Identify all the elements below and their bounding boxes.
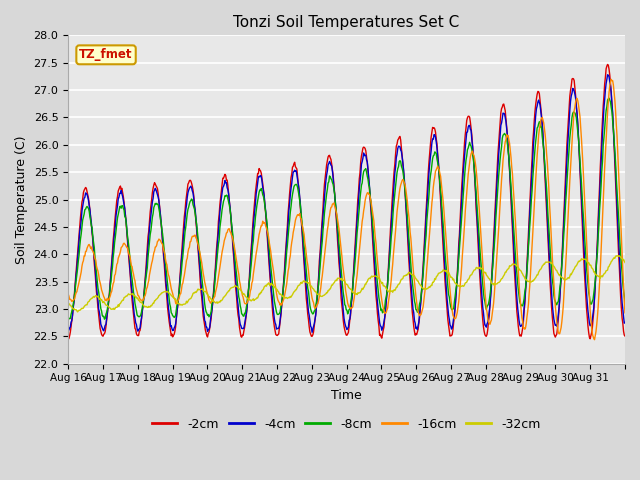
-16cm — [404, 205, 412, 211]
-8cm — [282, 268, 289, 274]
-8cm — [605, 95, 613, 101]
-32cm — [282, 295, 289, 301]
-2cm — [435, 172, 443, 178]
-8cm — [131, 293, 138, 299]
-4cm — [604, 72, 611, 78]
-16cm — [591, 337, 598, 343]
-2cm — [281, 267, 289, 273]
-4cm — [232, 278, 240, 284]
Text: TZ_fmet: TZ_fmet — [79, 48, 132, 61]
-2cm — [260, 187, 268, 192]
-8cm — [64, 314, 72, 320]
Line: -8cm: -8cm — [68, 98, 625, 319]
-2cm — [130, 311, 138, 317]
-4cm — [436, 179, 444, 185]
-4cm — [130, 304, 138, 310]
-4cm — [621, 320, 629, 325]
Y-axis label: Soil Temperature (C): Soil Temperature (C) — [15, 135, 28, 264]
-8cm — [436, 180, 444, 186]
Title: Tonzi Soil Temperatures Set C: Tonzi Soil Temperatures Set C — [234, 15, 460, 30]
-8cm — [405, 233, 413, 239]
-2cm — [232, 287, 240, 292]
-16cm — [260, 220, 268, 226]
X-axis label: Time: Time — [332, 389, 362, 402]
-32cm — [621, 260, 629, 265]
-16cm — [64, 291, 72, 297]
-32cm — [233, 284, 241, 289]
-16cm — [232, 254, 240, 260]
-4cm — [64, 328, 72, 334]
-4cm — [308, 329, 316, 335]
-8cm — [260, 197, 268, 203]
-16cm — [435, 167, 443, 172]
-16cm — [130, 271, 138, 277]
-4cm — [405, 243, 413, 249]
-32cm — [131, 293, 138, 299]
-2cm — [586, 336, 594, 342]
-32cm — [74, 309, 81, 315]
-2cm — [404, 240, 412, 246]
-32cm — [405, 269, 413, 275]
-16cm — [607, 76, 615, 82]
Line: -4cm: -4cm — [68, 75, 625, 332]
Legend: -2cm, -4cm, -8cm, -16cm, -32cm: -2cm, -4cm, -8cm, -16cm, -32cm — [147, 413, 546, 436]
-8cm — [233, 272, 241, 278]
-4cm — [260, 188, 268, 194]
-32cm — [436, 270, 444, 276]
-32cm — [260, 284, 268, 290]
-8cm — [621, 298, 629, 304]
-2cm — [621, 333, 629, 339]
-32cm — [64, 300, 72, 305]
-16cm — [281, 293, 289, 299]
-8cm — [100, 316, 108, 322]
-16cm — [621, 310, 629, 316]
Line: -16cm: -16cm — [68, 79, 625, 340]
-2cm — [64, 333, 72, 338]
-32cm — [613, 253, 621, 259]
-4cm — [281, 272, 289, 277]
-2cm — [604, 61, 611, 67]
Line: -2cm: -2cm — [68, 64, 625, 339]
Line: -32cm: -32cm — [68, 256, 625, 312]
